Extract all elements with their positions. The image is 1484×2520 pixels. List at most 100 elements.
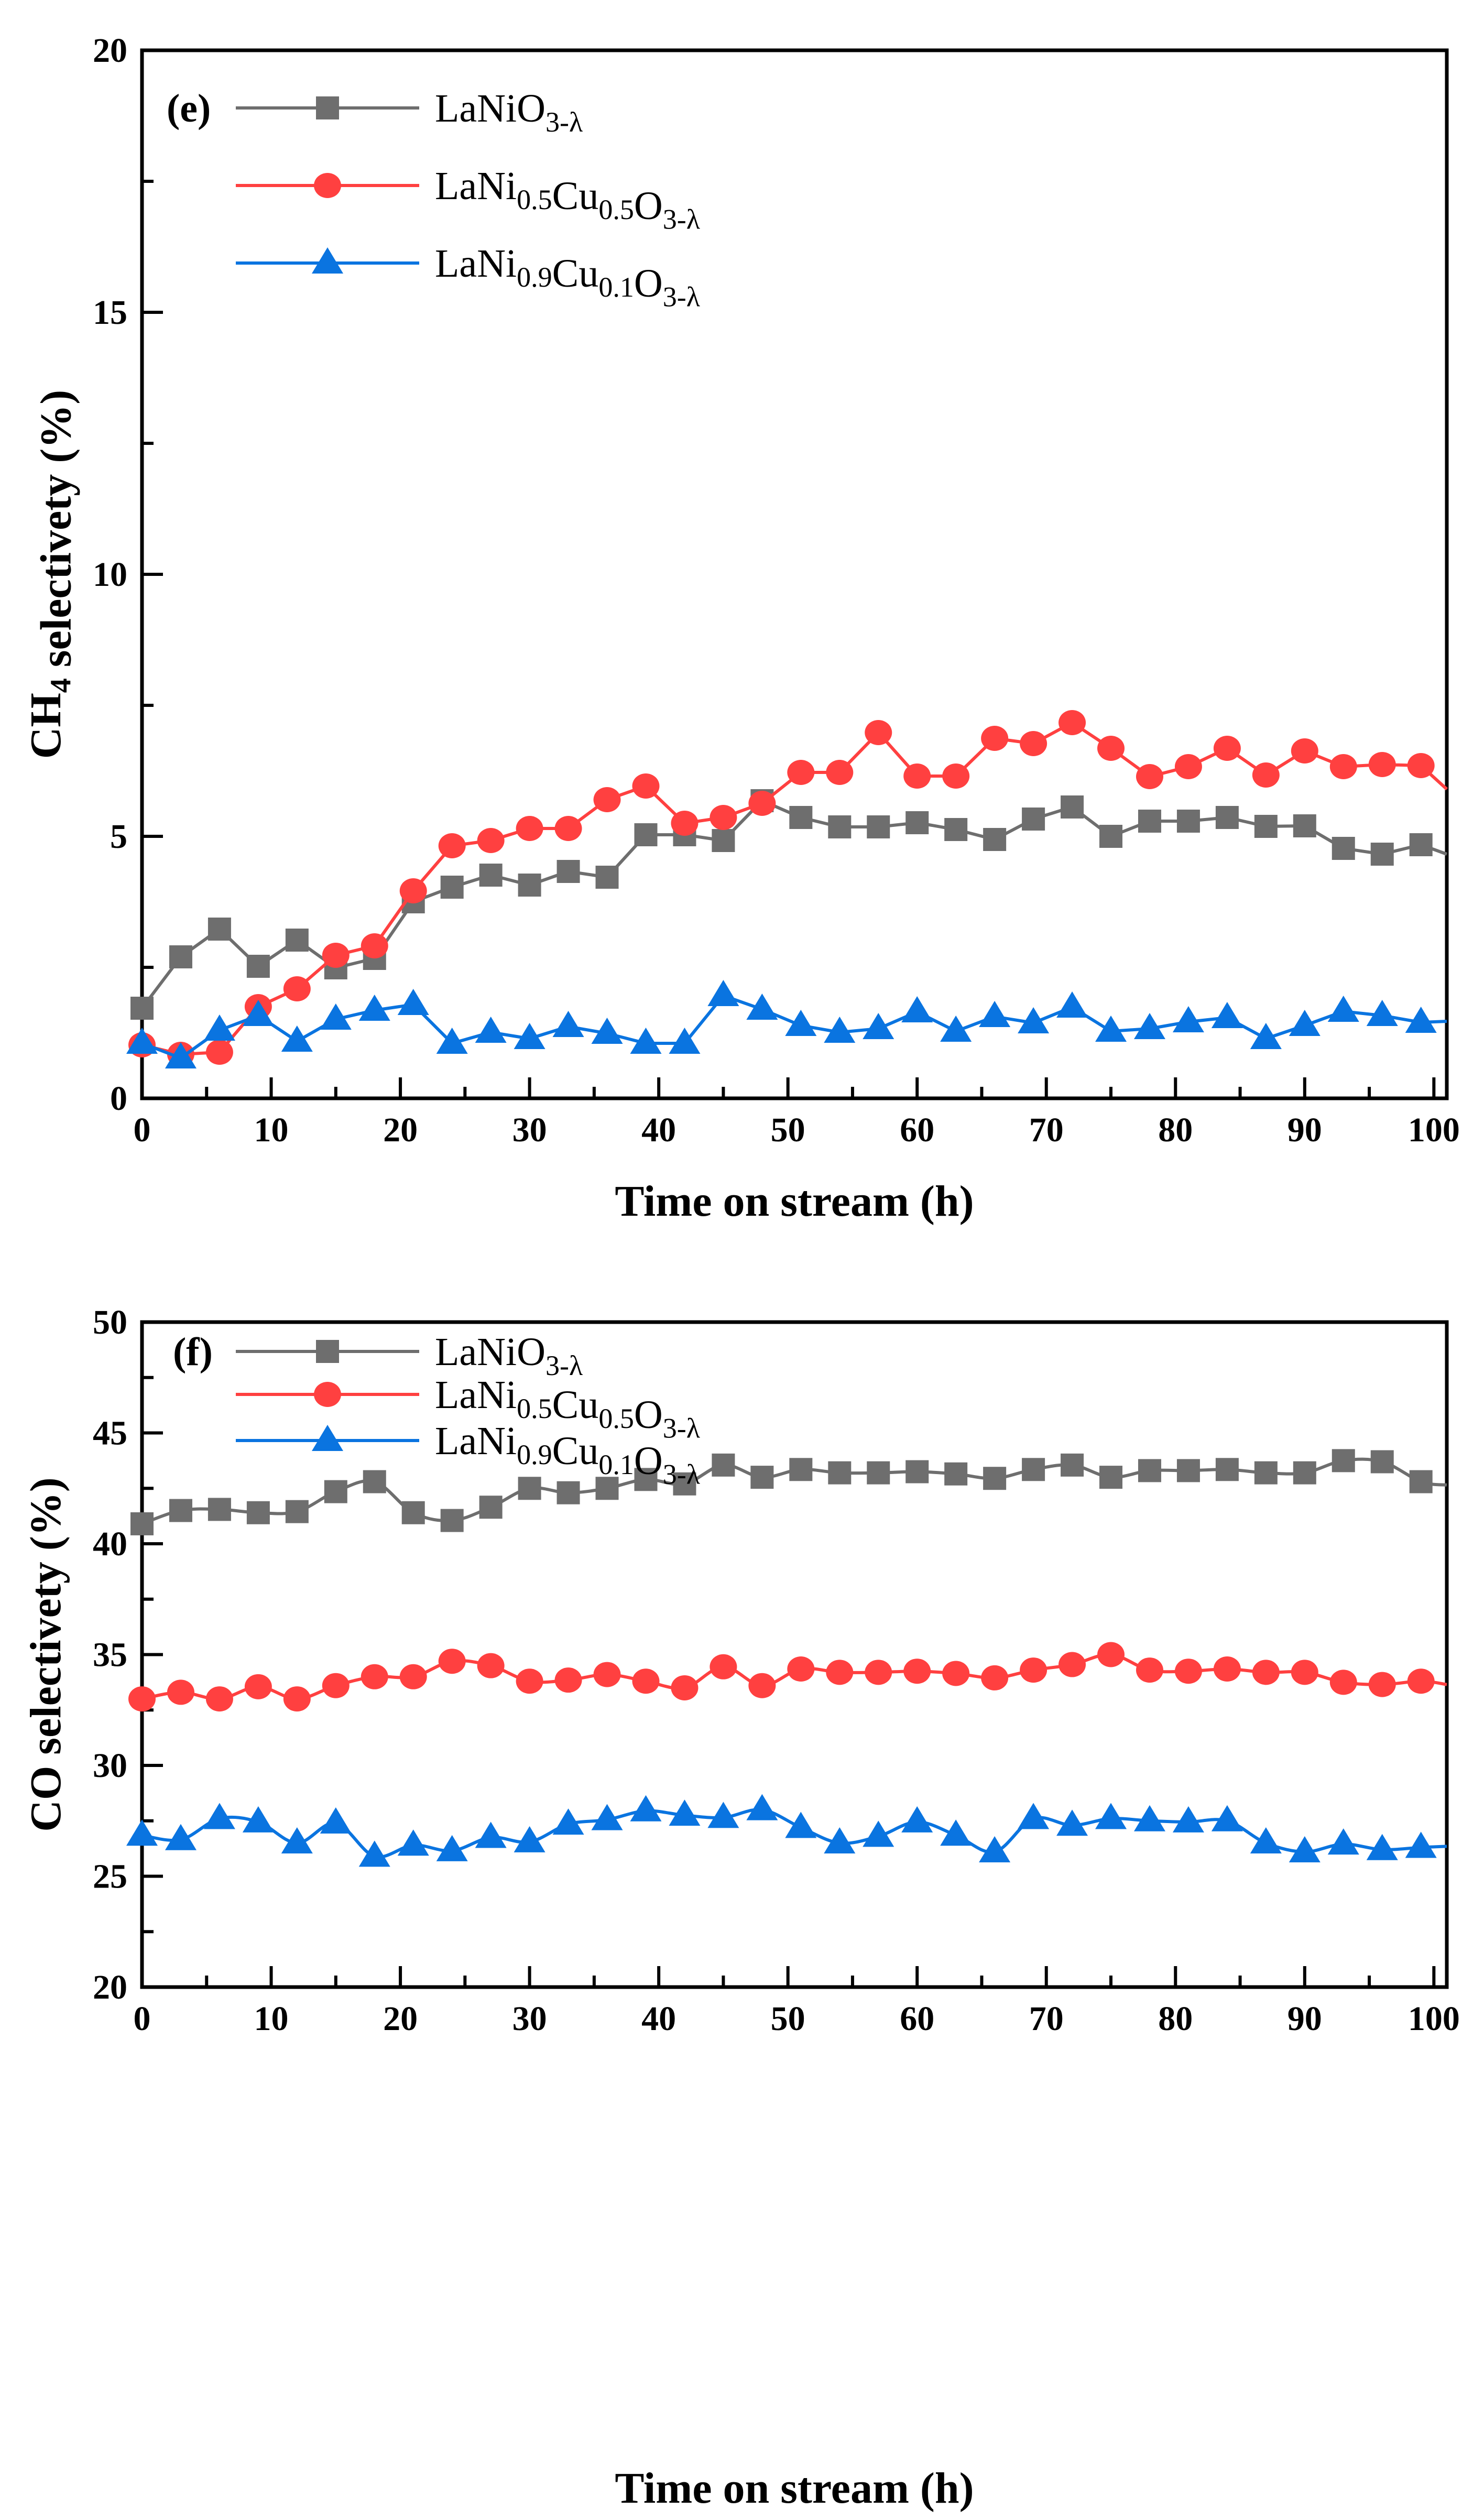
data-point — [397, 989, 429, 1015]
y-tick-label: 15 — [93, 293, 127, 332]
x-tick-label: 50 — [771, 1111, 805, 1149]
data-point — [128, 1686, 156, 1712]
data-point — [203, 1803, 235, 1829]
data-point — [208, 918, 231, 941]
x-tick-label: 90 — [1287, 2000, 1322, 2038]
x-tick-label: 10 — [254, 2000, 289, 2038]
data-point — [595, 866, 619, 889]
data-point — [746, 1794, 778, 1820]
data-point — [983, 1467, 1007, 1490]
data-point — [324, 1480, 347, 1503]
data-point — [554, 816, 582, 841]
data-point — [940, 1819, 972, 1846]
series-triangle — [126, 980, 1447, 1068]
legend-marker-square — [316, 1340, 339, 1363]
x-tick-label: 20 — [383, 1111, 418, 1149]
data-point — [1136, 1657, 1163, 1683]
data-point — [789, 1458, 813, 1481]
data-point — [283, 1686, 311, 1712]
y-tick-label: 45 — [93, 1414, 127, 1453]
data-point — [634, 823, 658, 846]
y-tick-label: 30 — [93, 1747, 127, 1785]
data-point — [283, 976, 311, 1001]
data-point — [322, 1673, 350, 1698]
x-tick-label: 50 — [771, 2000, 805, 2038]
data-point — [595, 1477, 619, 1500]
data-point — [671, 1675, 699, 1700]
legend-marker-circle — [314, 173, 341, 198]
data-point — [1409, 833, 1433, 856]
data-point — [1407, 753, 1435, 778]
data-point — [1407, 1668, 1435, 1694]
data-point — [1254, 1461, 1278, 1485]
data-point — [824, 1827, 856, 1854]
data-point — [1099, 1466, 1123, 1489]
y-axis-label: CO selectivety (%) — [21, 1477, 70, 1831]
data-point — [1172, 1006, 1204, 1032]
data-point — [401, 1501, 425, 1524]
data-point — [477, 1653, 505, 1678]
y-tick-label: 10 — [93, 555, 127, 594]
data-point — [1022, 1458, 1045, 1481]
data-point — [1211, 1002, 1243, 1028]
data-point — [436, 1835, 468, 1861]
data-point — [1056, 1809, 1088, 1836]
data-point — [828, 815, 852, 838]
data-point — [905, 811, 929, 834]
data-point — [203, 1014, 235, 1041]
x-tick-label: 20 — [383, 2000, 418, 2038]
data-point — [1405, 1007, 1437, 1033]
data-point — [1020, 1657, 1047, 1683]
data-point — [130, 997, 154, 1020]
legend-marker-triangle — [312, 1425, 343, 1451]
data-point — [593, 1662, 621, 1687]
data-point — [242, 1806, 274, 1832]
y-tick-label: 20 — [93, 1968, 127, 2006]
data-point — [632, 773, 660, 799]
data-point — [1332, 1449, 1355, 1472]
panel-label: (e) — [167, 86, 211, 130]
data-point — [244, 1674, 272, 1699]
data-point — [824, 1017, 856, 1043]
data-point — [320, 1807, 352, 1834]
y-tick-label: 35 — [93, 1636, 127, 1674]
data-point — [1291, 1660, 1318, 1685]
data-point — [1215, 1458, 1239, 1481]
data-point — [1138, 810, 1161, 833]
legend-item: LaNi0.5Cu0.5O3-λ — [236, 1373, 700, 1444]
data-point — [591, 1804, 623, 1830]
legend-label: LaNi0.9Cu0.1O3-λ — [435, 1419, 700, 1490]
x-tick-label: 80 — [1158, 2000, 1193, 2038]
x-tick-label: 100 — [1408, 1111, 1460, 1149]
x-tick-label: 0 — [134, 1111, 151, 1149]
data-point — [399, 1664, 427, 1689]
data-point — [942, 1661, 970, 1686]
y-tick-label: 50 — [93, 1303, 127, 1341]
data-point — [867, 815, 890, 838]
data-point — [165, 1824, 197, 1850]
data-point — [246, 1501, 270, 1524]
data-point — [903, 763, 931, 789]
data-point — [1136, 764, 1163, 789]
x-tick-label: 60 — [900, 2000, 934, 2038]
data-point — [167, 1679, 194, 1705]
data-point — [126, 1028, 158, 1054]
data-point — [1059, 710, 1086, 735]
data-point — [981, 1665, 1009, 1690]
data-point — [942, 763, 970, 789]
data-point — [281, 1827, 313, 1854]
data-point — [1097, 1642, 1125, 1667]
data-point — [863, 1013, 894, 1039]
data-point — [746, 994, 778, 1020]
x-tick-label: 30 — [512, 2000, 547, 2038]
data-point — [785, 1010, 817, 1036]
data-point — [1252, 1660, 1280, 1685]
data-point — [322, 943, 350, 968]
data-point — [1133, 1013, 1165, 1039]
data-point — [630, 1028, 662, 1054]
data-point — [479, 864, 503, 887]
data-point — [556, 1481, 580, 1504]
x-tick-label: 30 — [512, 1111, 547, 1149]
data-point — [712, 1453, 735, 1477]
data-point — [828, 1461, 852, 1485]
